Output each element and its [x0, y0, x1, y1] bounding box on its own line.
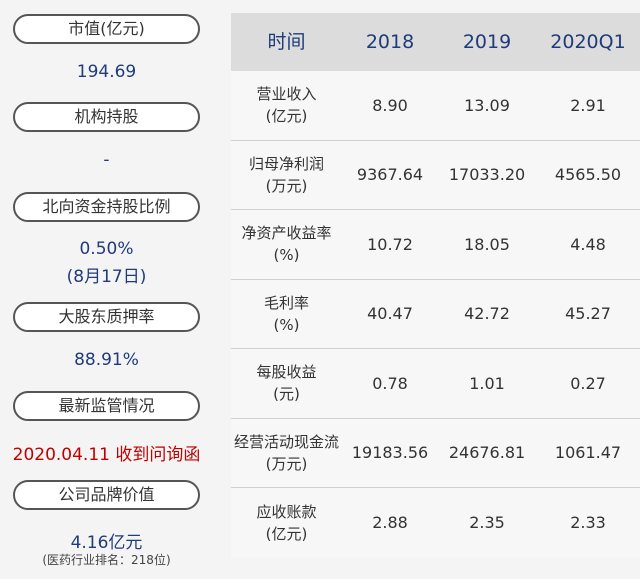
regulatory-status-value: 2020.04.11 收到问询函 — [12, 445, 201, 465]
cell-value: 24676.81 — [448, 443, 526, 463]
row-label: 归母净利润 (万元) — [231, 153, 342, 197]
row-unit: (%) — [273, 246, 300, 265]
institutional-holding-value: - — [103, 150, 110, 170]
row-label: 净资产收益率 (%) — [231, 222, 342, 266]
row-name: 经营活动现金流 — [233, 432, 339, 451]
row-name: 毛利率 — [263, 293, 309, 312]
pledge-rate-value: 88.91% — [74, 350, 139, 370]
cell-value: 1.01 — [469, 373, 505, 393]
pledge-rate-label: 大股东质押率 — [13, 302, 200, 332]
brand-value-label: 公司品牌价值 — [13, 480, 200, 510]
row-label: 每股收益 (元) — [231, 361, 342, 405]
cell-value: 2.33 — [570, 513, 606, 533]
row-label: 营业收入 (亿元) — [231, 83, 342, 127]
row-unit: (万元) — [265, 454, 308, 473]
cell-value: 40.47 — [367, 304, 413, 324]
table-row: 毛利率 (%) 40.47 42.72 45.27 — [231, 279, 640, 349]
row-label: 经营活动现金流 (万元) — [231, 431, 342, 475]
cell-value: 2.35 — [469, 513, 505, 533]
cell-value: 0.27 — [570, 373, 606, 393]
table-row: 每股收益 (元) 0.78 1.01 0.27 — [231, 349, 640, 419]
cell-value: 4.48 — [570, 234, 606, 254]
row-name: 营业收入 — [256, 85, 317, 104]
cell-value: 9367.64 — [356, 165, 424, 185]
cell-value: 45.27 — [565, 304, 611, 324]
brand-value-rank: (医药行业排名：218位) — [42, 553, 171, 567]
brand-value-value: 4.16亿元 — [70, 533, 143, 553]
row-unit: (元) — [273, 385, 300, 404]
cell-value: 17033.20 — [448, 165, 526, 185]
regulatory-status-label: 最新监管情况 — [13, 391, 200, 421]
row-unit: (亿元) — [265, 524, 308, 543]
left-panel: 市值(亿元) 194.69 机构持股 - 北向资金持股比例 0.50% (8月1… — [0, 0, 215, 579]
row-name: 归母净利润 — [248, 154, 324, 173]
cell-value: 18.05 — [464, 234, 510, 254]
table-row: 归母净利润 (万元) 9367.64 17033.20 4565.50 — [231, 140, 640, 210]
header-2019: 2019 — [462, 31, 512, 53]
cell-value: 2.91 — [570, 95, 606, 115]
table-row: 应收账款 (亿元) 2.88 2.35 2.33 — [231, 488, 640, 558]
row-name: 净资产收益率 — [241, 224, 332, 243]
cell-value: 42.72 — [464, 304, 510, 324]
northbound-holding-value: 0.50% — [79, 239, 134, 259]
cell-value: 13.09 — [464, 95, 510, 115]
cell-value: 1061.47 — [554, 443, 622, 463]
table-row: 经营活动现金流 (万元) 19183.56 24676.81 1061.47 — [231, 418, 640, 488]
cell-value: 19183.56 — [351, 443, 429, 463]
row-label: 应收账款 (亿元) — [231, 501, 342, 545]
table-row: 净资产收益率 (%) 10.72 18.05 4.48 — [231, 210, 640, 280]
cell-value: 2.88 — [372, 513, 408, 533]
financial-table: 时间 2018 2019 2020Q1 营业收入 (亿元) 8.90 13.09 2.9… — [231, 13, 640, 558]
cell-value: 10.72 — [367, 234, 413, 254]
table-row: 营业收入 (亿元) 8.90 13.09 2.91 — [231, 71, 640, 141]
market-cap-label: 市值(亿元) — [13, 14, 200, 44]
row-name: 应收账款 — [256, 502, 317, 521]
market-cap-value: 194.69 — [76, 62, 137, 82]
row-unit: (亿元) — [265, 107, 308, 126]
institutional-holding-label: 机构持股 — [13, 102, 200, 132]
row-name: 每股收益 — [256, 363, 317, 382]
row-unit: (万元) — [265, 176, 308, 195]
header-time: 时间 — [267, 31, 306, 53]
header-2020q1: 2020Q1 — [550, 31, 626, 53]
header-2018: 2018 — [365, 31, 415, 53]
table-header: 时间 2018 2019 2020Q1 — [231, 13, 640, 71]
row-unit: (%) — [273, 315, 300, 334]
row-label: 毛利率 (%) — [231, 292, 342, 336]
northbound-holding-date: (8月17日) — [66, 267, 147, 287]
northbound-holding-label: 北向资金持股比例 — [13, 192, 200, 222]
cell-value: 4565.50 — [554, 165, 622, 185]
cell-value: 0.78 — [372, 373, 408, 393]
cell-value: 8.90 — [372, 95, 408, 115]
